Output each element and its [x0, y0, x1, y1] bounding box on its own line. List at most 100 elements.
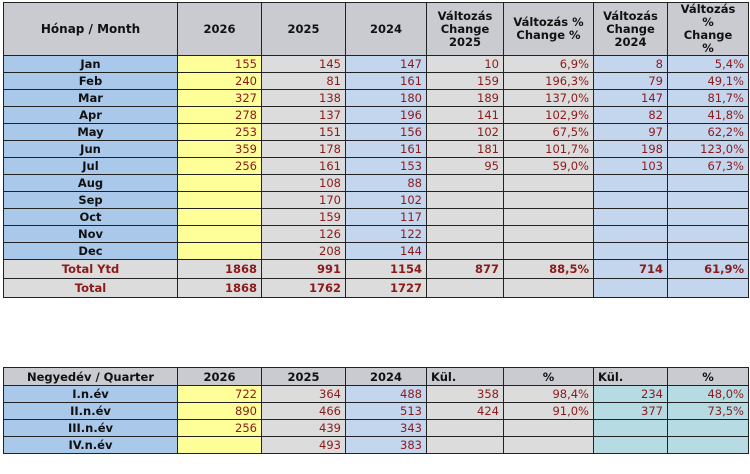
cell-change-pct-2024: 5,4% — [667, 55, 749, 73]
month-label: Aug — [3, 174, 178, 192]
cell-2025: 145 — [261, 55, 346, 73]
month-row: Feb 240 81 161 159 196,3% 79 49,1% — [3, 72, 749, 90]
q-cell-2026 — [177, 436, 262, 454]
header-q-2025: 2025 — [261, 367, 346, 386]
cell-change-2025 — [426, 225, 504, 243]
cell-2026: 155 — [177, 55, 262, 73]
cell-change-pct-2025 — [503, 208, 594, 226]
cell-change-2024 — [593, 242, 668, 260]
cell-2025: 170 — [261, 191, 346, 209]
header-change-2025-line1: Változás — [437, 8, 493, 23]
cell-change-2025 — [426, 191, 504, 209]
quarter-label: IV.n.év — [3, 436, 178, 454]
cell-2026: 327 — [177, 89, 262, 107]
cell-change-pct-2025 — [503, 242, 594, 260]
total-ytd-change-2024: 714 — [593, 259, 668, 279]
cell-2024: 161 — [345, 72, 427, 90]
cell-change-pct-2024 — [667, 242, 749, 260]
q-cell-2025: 493 — [261, 436, 346, 454]
cell-2026: 278 — [177, 106, 262, 124]
month-label: Nov — [3, 225, 178, 243]
cell-change-2025: 102 — [426, 123, 504, 141]
cell-2025: 138 — [261, 89, 346, 107]
cell-change-pct-2025: 67,5% — [503, 123, 594, 141]
total-row: Total 1868 1762 1727 — [3, 278, 749, 298]
cell-change-2024 — [593, 208, 668, 226]
header-q-diff-2024: Kül. — [593, 367, 668, 386]
cell-change-pct-2024 — [667, 225, 749, 243]
month-label: Sep — [3, 191, 178, 209]
header-change-2024-line1: Változás — [603, 8, 658, 23]
cell-change-2024 — [593, 174, 668, 192]
cell-change-pct-2025: 59,0% — [503, 157, 594, 175]
cell-2024: 156 — [345, 123, 427, 141]
q-cell-2024: 383 — [345, 436, 427, 454]
cell-2024: 180 — [345, 89, 427, 107]
cell-2024: 102 — [345, 191, 427, 209]
cell-2024: 161 — [345, 140, 427, 158]
cell-2025: 126 — [261, 225, 346, 243]
total-blank — [593, 278, 668, 298]
header-2025: 2025 — [261, 2, 346, 56]
q-cell-diff-2025: 424 — [426, 402, 504, 420]
header-change-pct-2025: Változás % Change % — [503, 2, 594, 56]
header-change-pct-2024-line3: Change — [683, 28, 733, 42]
cell-change-2025: 95 — [426, 157, 504, 175]
total-2024: 1727 — [345, 278, 427, 298]
cell-change-2024 — [593, 191, 668, 209]
month-label: Apr — [3, 106, 178, 124]
header-change-2024-line3: 2024 — [614, 34, 647, 49]
cell-2025: 178 — [261, 140, 346, 158]
cell-2026: 256 — [177, 157, 262, 175]
cell-2026 — [177, 242, 262, 260]
header-quarter: Negyedév / Quarter — [3, 367, 178, 386]
header-change-2024-line2: Change — [606, 21, 655, 36]
header-change-2025-line2: Change — [440, 21, 490, 36]
q-cell-2026: 722 — [177, 385, 262, 403]
header-change-pct-2024-line2: % — [702, 15, 714, 29]
q-cell-pct-2025: 91,0% — [503, 402, 594, 420]
total-ytd-change-pct-2024: 61,9% — [667, 259, 749, 279]
monthly-table: Hónap / Month 2026 2025 2024 Változás Ch… — [3, 2, 749, 298]
cell-change-pct-2025: 6,9% — [503, 55, 594, 73]
total-blank — [503, 278, 594, 298]
cell-change-2025 — [426, 208, 504, 226]
cell-2024: 117 — [345, 208, 427, 226]
cell-2024: 196 — [345, 106, 427, 124]
total-ytd-2025: 991 — [261, 259, 346, 279]
quarter-label: III.n.év — [3, 419, 178, 437]
cell-2026: 253 — [177, 123, 262, 141]
cell-change-pct-2025: 101,7% — [503, 140, 594, 158]
month-row: Jan 155 145 147 10 6,9% 8 5,4% — [3, 55, 749, 73]
month-row: Sep 170 102 — [3, 191, 749, 209]
cell-2026 — [177, 191, 262, 209]
header-change-pct-2024-line4: % — [702, 41, 714, 55]
cell-change-pct-2024: 49,1% — [667, 72, 749, 90]
month-row: Aug 108 88 — [3, 174, 749, 192]
q-cell-2025: 466 — [261, 402, 346, 420]
cell-change-2024 — [593, 225, 668, 243]
month-row: Nov 126 122 — [3, 225, 749, 243]
quarter-row: III.n.év 256 439 343 — [3, 419, 749, 437]
header-change-pct-2024: Változás % Change % — [667, 2, 749, 56]
q-cell-diff-2025 — [426, 419, 504, 437]
total-ytd-row: Total Ytd 1868 991 1154 877 88,5% 714 61… — [3, 259, 749, 279]
cell-change-2024: 198 — [593, 140, 668, 158]
cell-2024: 88 — [345, 174, 427, 192]
cell-change-pct-2024: 62,2% — [667, 123, 749, 141]
month-label: Mar — [3, 89, 178, 107]
header-change-pct-2025-line1: Változás % — [513, 15, 584, 29]
quarter-row: II.n.év 890 466 513 424 91,0% 377 73,5% — [3, 402, 749, 420]
month-row: Jul 256 161 153 95 59,0% 103 67,3% — [3, 157, 749, 175]
header-2026: 2026 — [177, 2, 262, 56]
header-month: Hónap / Month — [3, 2, 178, 56]
quarter-label: II.n.év — [3, 402, 178, 420]
cell-change-2025: 10 — [426, 55, 504, 73]
cell-change-pct-2024 — [667, 208, 749, 226]
cell-2025: 208 — [261, 242, 346, 260]
q-cell-diff-2025 — [426, 436, 504, 454]
cell-2026 — [177, 225, 262, 243]
month-row: Jun 359 178 161 181 101,7% 198 123,0% — [3, 140, 749, 158]
total-ytd-change-pct-2025: 88,5% — [503, 259, 594, 279]
q-cell-pct-2024: 48,0% — [667, 385, 749, 403]
